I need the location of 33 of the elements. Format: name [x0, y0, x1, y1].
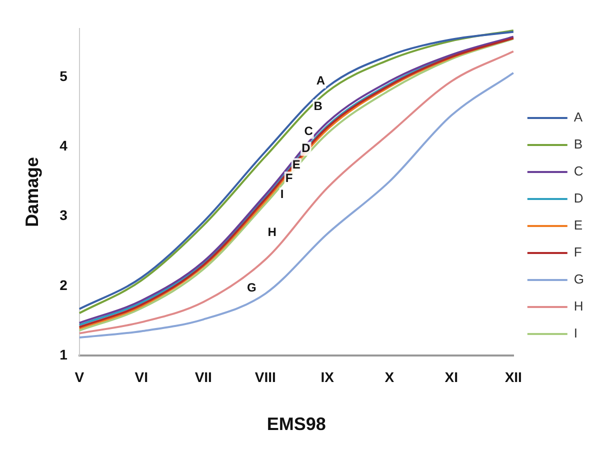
x-tick-label: V [74, 368, 85, 385]
y-tick-label: 1 [60, 346, 68, 362]
x-tick-label: VI [134, 368, 148, 385]
x-tick-label: X [384, 368, 395, 385]
legend-label: F [574, 244, 582, 260]
annotation: D [302, 141, 311, 156]
legend-label: B [574, 136, 583, 152]
y-tick-label: 3 [60, 207, 68, 224]
y-tick-label: 5 [60, 68, 68, 84]
x-tick-label: VIII [254, 368, 276, 385]
legend-label: I [574, 326, 578, 341]
y-tick-label: 4 [60, 138, 68, 154]
y-tick-label: 2 [60, 276, 68, 293]
legend-label: D [574, 190, 584, 206]
annotation: B [314, 98, 323, 113]
x-tick-label: IX [320, 368, 335, 385]
annotation: G [247, 280, 256, 295]
x-tick-label: VII [194, 368, 212, 385]
annotation: H [268, 224, 276, 239]
y-axis-title: Damage [22, 156, 42, 228]
x-axis-title: EMS98 [266, 414, 326, 434]
legend-label: G [574, 272, 584, 287]
legend-label: H [574, 298, 584, 314]
legend-label: A [574, 110, 583, 125]
annotation: A [316, 74, 326, 88]
annotation: E [292, 157, 300, 172]
annotation: F [285, 170, 293, 185]
legend-label: C [574, 164, 584, 179]
annotation: C [304, 124, 314, 138]
x-tick-label: XI [444, 368, 458, 385]
annotation: I [280, 186, 284, 201]
legend-label: E [574, 218, 583, 233]
x-tick-label: XII [504, 368, 522, 385]
